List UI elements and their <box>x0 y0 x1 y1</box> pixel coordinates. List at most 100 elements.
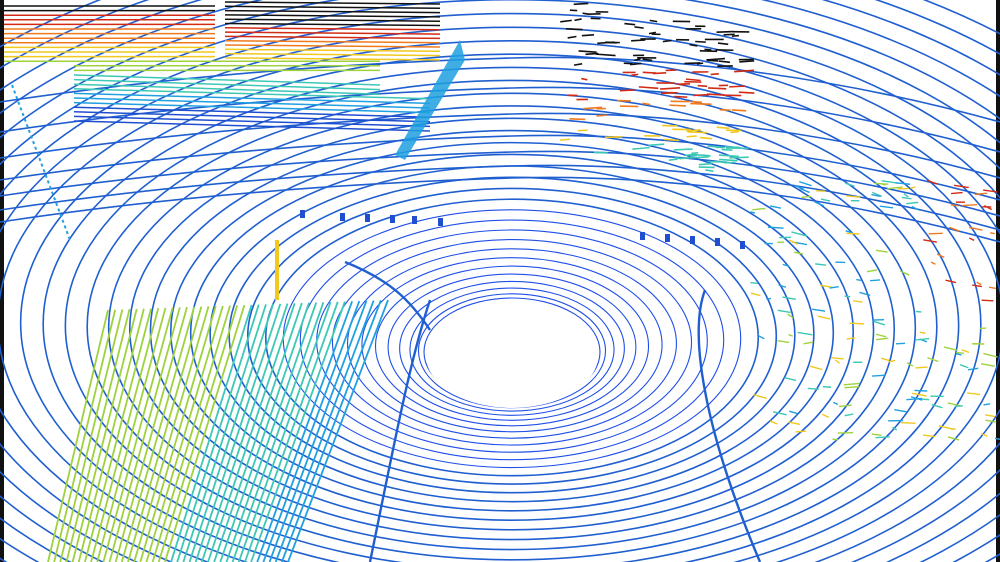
vegetation-point-fragment <box>980 432 988 437</box>
vegetation-point-fragment <box>936 253 945 259</box>
wall-scan-line <box>237 301 332 562</box>
vegetation-point-fragment <box>875 436 890 439</box>
scan-ring <box>149 129 875 531</box>
tree-point-fragment <box>560 19 572 23</box>
vegetation-point-fragment <box>981 299 994 302</box>
vegetation-point-fragment <box>984 414 996 418</box>
tree-point-fragment <box>685 78 701 82</box>
vegetation-point-fragment <box>750 211 756 214</box>
tree-point-fragment <box>642 58 653 62</box>
vegetation-point-fragment <box>809 365 823 371</box>
vegetation-point-fragment <box>834 359 841 364</box>
building-scan-line <box>224 27 441 31</box>
scan-ring <box>169 141 855 521</box>
vegetation-point-fragment <box>911 205 919 211</box>
wall-scan-line <box>90 307 160 562</box>
wall-scan-line <box>65 309 131 562</box>
tree-point-fragment <box>695 40 706 43</box>
vegetation-point-fragment <box>820 284 833 289</box>
wall-scan-line <box>182 304 267 562</box>
vegetation-point-fragment <box>812 308 826 312</box>
scan-ring <box>299 219 725 461</box>
tree-point-fragment <box>559 138 571 141</box>
wall-scan-line <box>256 300 353 562</box>
tree-point-fragment <box>581 77 588 81</box>
far-scan-line <box>0 134 1000 201</box>
vegetation-point-fragment <box>791 231 808 237</box>
tree-point-fragment <box>577 129 588 132</box>
wall-scan-line <box>139 305 217 562</box>
wall-scan-line <box>133 306 210 562</box>
vegetation-point-fragment <box>938 425 954 430</box>
tree-point-fragment <box>705 169 714 173</box>
building-corner-facade <box>395 40 465 160</box>
vegetation-point-fragment <box>961 349 970 354</box>
roadside-object <box>665 234 670 242</box>
vegetation-point-fragment <box>927 356 939 363</box>
tree-point-fragment <box>706 57 726 61</box>
tree-top-right <box>559 2 755 173</box>
left-wall <box>47 240 389 562</box>
vegetation-point-fragment <box>799 187 810 194</box>
vegetation-point-fragment <box>949 226 960 232</box>
vegetation-point-fragment <box>866 269 877 273</box>
vegetation-point-fragment <box>845 182 855 187</box>
tree-point-fragment <box>738 91 755 94</box>
vegetation-point-fragment <box>769 205 782 209</box>
vegetation-point-fragment <box>894 409 908 413</box>
vegetation-point-fragment <box>968 237 975 241</box>
tree-point-fragment <box>660 87 681 90</box>
vegetation-point-fragment <box>990 232 995 235</box>
scan-ring <box>264 198 760 477</box>
tree-point-fragment <box>698 162 712 166</box>
vegetation-point-fragment <box>814 201 825 207</box>
vegetation-point-fragment <box>801 195 812 199</box>
tree-point-fragment <box>691 151 699 155</box>
scan-ring <box>409 287 615 412</box>
vegetation-point-fragment <box>777 309 791 314</box>
vegetation-point-fragment <box>983 352 998 358</box>
building-scan-line <box>73 88 431 100</box>
vegetation-point-fragment <box>769 420 778 425</box>
vegetation-point-fragment <box>892 426 898 431</box>
vegetation-point-fragment <box>888 359 896 363</box>
vegetation-point-fragment <box>953 184 969 189</box>
wall-scan-line <box>114 306 188 562</box>
vegetation-point-fragment <box>931 403 943 409</box>
roadside-object <box>690 236 695 244</box>
vegetation-point-fragment <box>829 285 839 289</box>
scan-ring <box>246 187 778 485</box>
tree-point-fragment <box>668 158 678 161</box>
vegetation-point-fragment <box>872 374 886 377</box>
wall-scan-line <box>194 303 282 562</box>
tree-point-fragment <box>704 48 712 51</box>
building-scan-line <box>73 106 431 118</box>
tree-point-fragment <box>697 84 708 88</box>
wall-scan-line <box>170 304 253 562</box>
vegetation-point-fragment <box>846 337 856 340</box>
building-scan-line <box>224 52 441 57</box>
tree-point-fragment <box>629 62 642 66</box>
building-scan-line <box>224 9 441 14</box>
scan-ring <box>347 248 677 439</box>
vegetation-point-fragment <box>750 292 761 297</box>
tree-point-fragment <box>596 114 607 117</box>
vegetation-point-fragment <box>844 295 851 298</box>
tree-point-fragment <box>679 156 693 160</box>
vegetation-point-fragment <box>906 397 923 401</box>
wall-scan-line <box>231 302 325 562</box>
wall-scan-line <box>176 304 260 562</box>
tree-point-fragment <box>708 87 727 90</box>
vegetation-point-fragment <box>807 387 819 390</box>
building-scan-line <box>224 14 441 18</box>
scan-ring <box>42 66 982 562</box>
vegetation-point-fragment <box>874 182 889 185</box>
tree-point-fragment <box>731 109 747 112</box>
vegetation-point-fragment <box>903 193 909 198</box>
scan-ring <box>228 176 796 494</box>
vegetation-point-fragment <box>846 195 861 198</box>
